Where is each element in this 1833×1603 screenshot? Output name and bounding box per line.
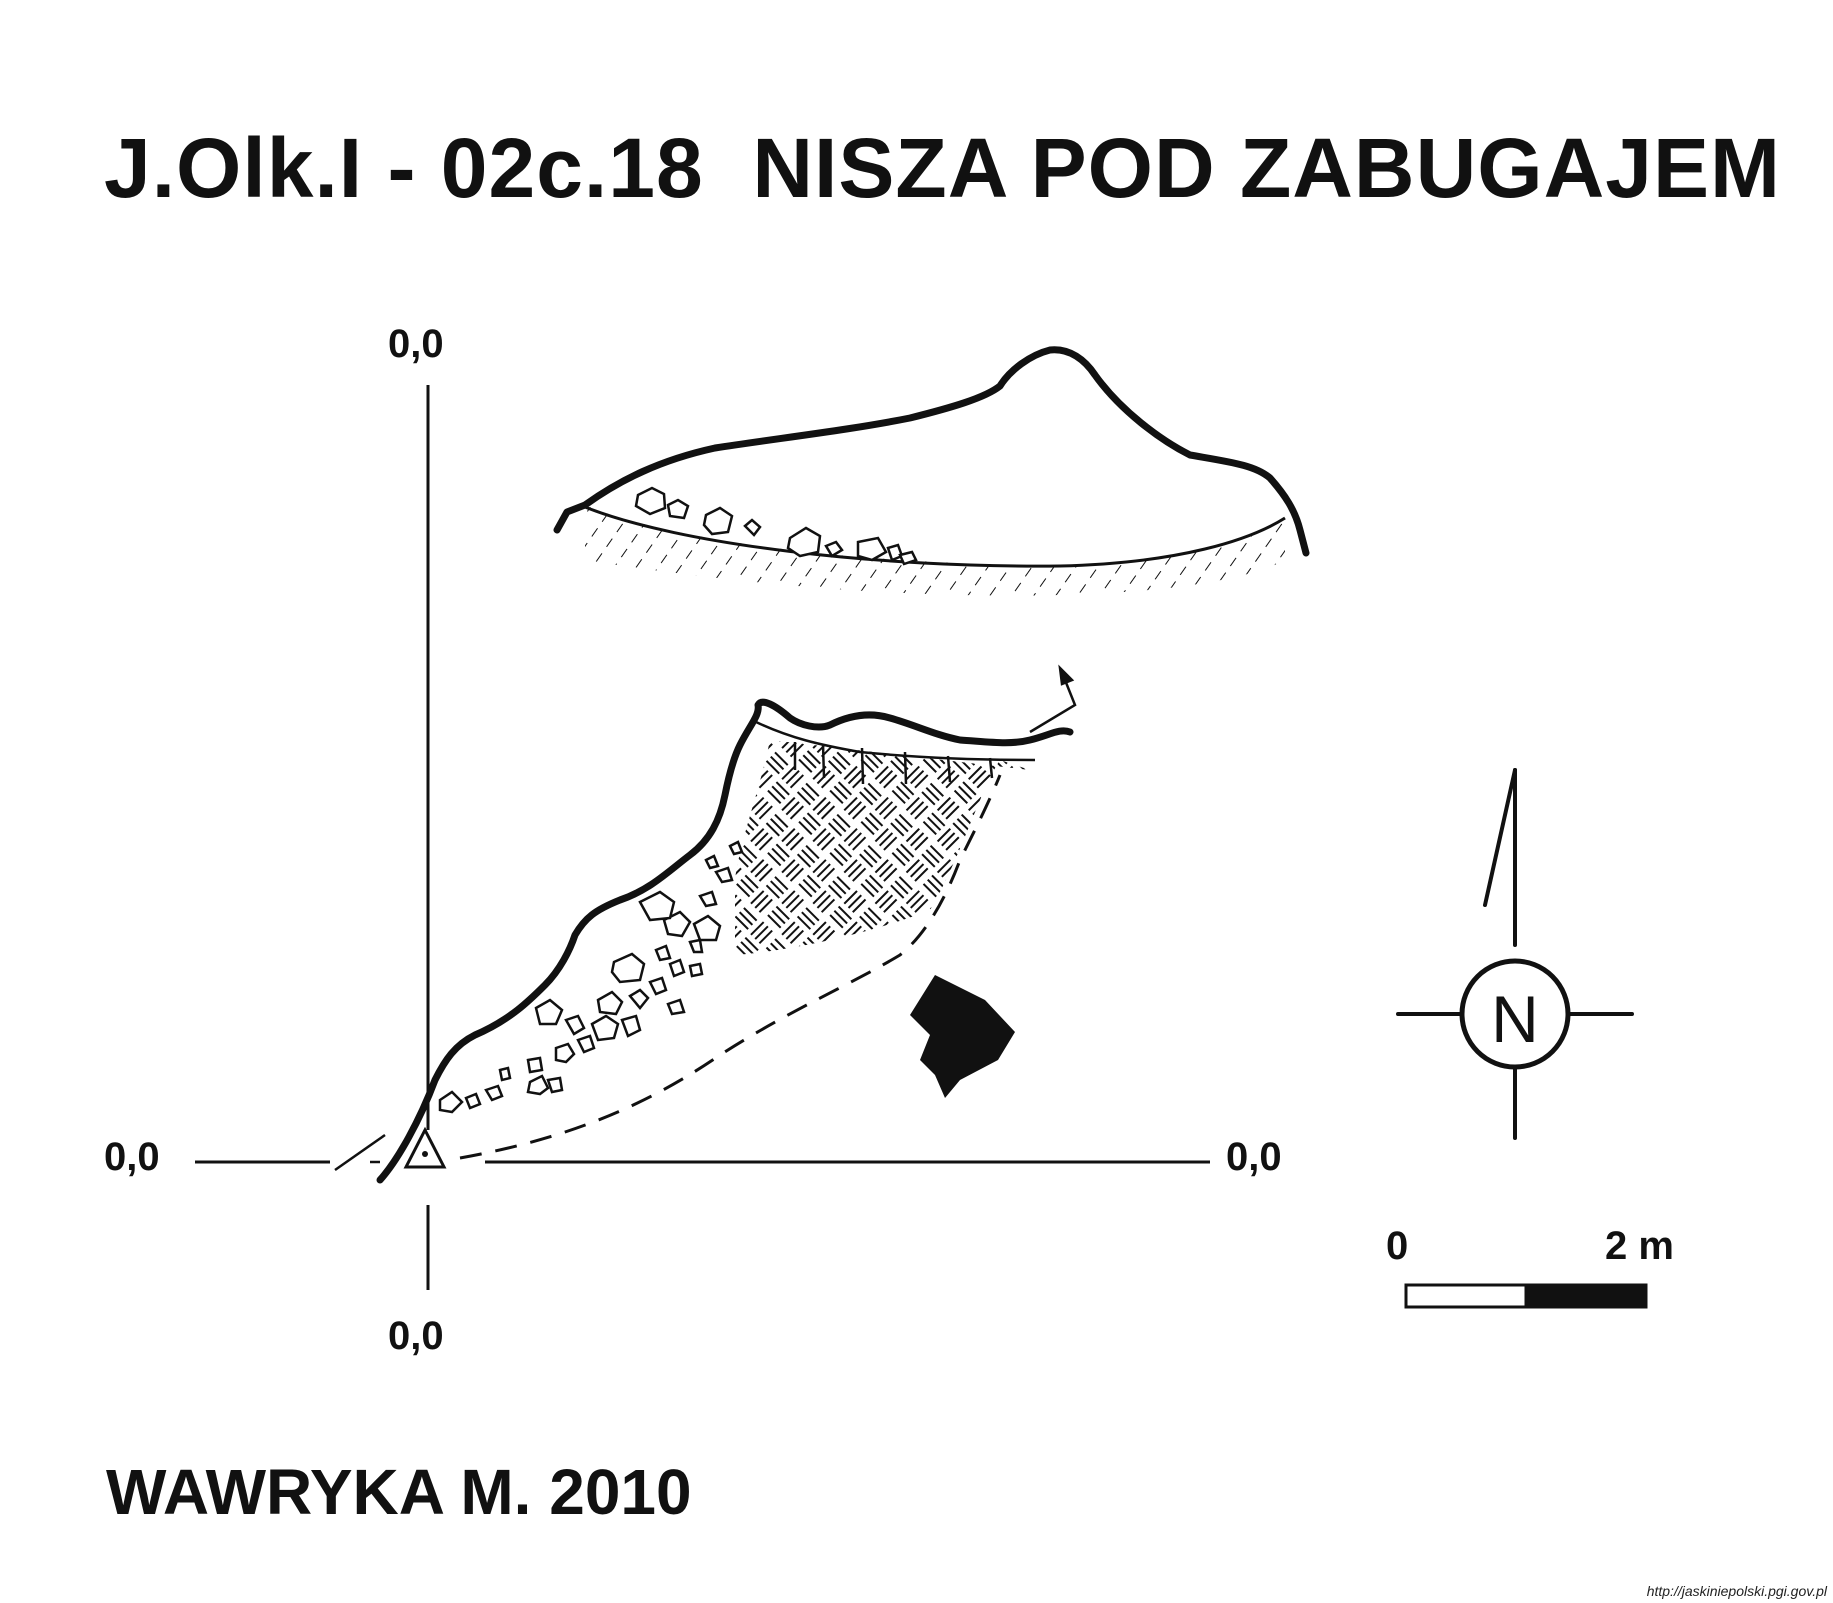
plan-ledge-lines — [755, 720, 1036, 785]
north-label: N — [1491, 982, 1539, 1056]
plan-boulders — [438, 840, 744, 1114]
plan-wall-outline — [376, 698, 1074, 1184]
survey-station-marker — [403, 1126, 447, 1169]
coordinate-axes — [195, 385, 1210, 1290]
section-floor-line — [584, 505, 1286, 568]
coordinate-label-right: 0,0 — [1226, 1135, 1282, 1179]
scale-bar-end-label: 2 m — [1605, 1224, 1674, 1268]
coordinate-label-top: 0,0 — [388, 322, 444, 366]
cave-plan-view — [334, 664, 1077, 1184]
source-url: http://jaskiniepolski.pgi.gov.pl — [1646, 1583, 1827, 1599]
cave-cross-section — [553, 346, 1310, 596]
north-arrow: N — [1396, 768, 1634, 1140]
coordinate-label-left: 0,0 — [104, 1135, 160, 1179]
scale-bar-start-label: 0 — [1386, 1224, 1409, 1268]
plan-clay-hatching — [735, 740, 1030, 955]
coordinate-label-bottom: 0,0 — [388, 1314, 444, 1358]
passage-continuation-marker — [1029, 664, 1077, 734]
plan-dripline-dashed — [459, 774, 1002, 1160]
entrance-direction-arrow — [910, 975, 1015, 1098]
author-date: WAWRYKA M. 2010 — [106, 1456, 692, 1528]
section-boulders — [634, 486, 918, 566]
section-ceiling-outline — [553, 346, 1310, 557]
map-title: J.Olk.I - 02c.18 NISZA POD ZABUGAJEM — [104, 121, 1781, 215]
entrance-edge-lines — [334, 1133, 386, 1172]
scale-bar — [1404, 1283, 1648, 1309]
